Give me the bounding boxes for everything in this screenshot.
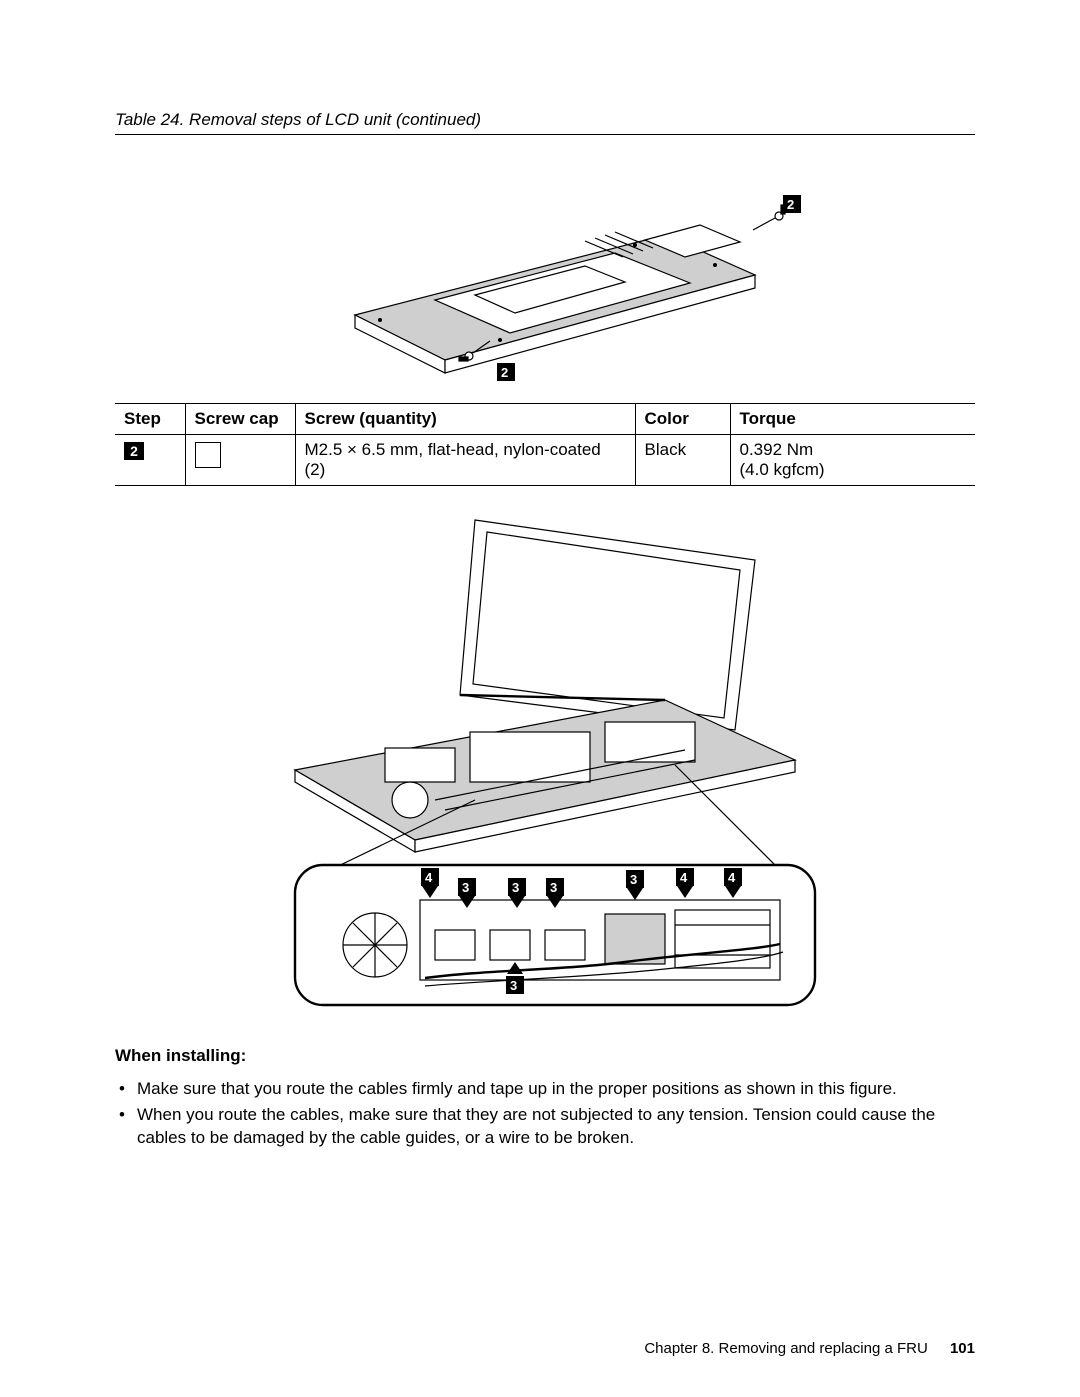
screw-cap-box — [195, 442, 221, 468]
footer-chapter: Chapter 8. Removing and replacing a FRU — [644, 1340, 927, 1357]
svg-text:3: 3 — [462, 880, 469, 895]
svg-text:3: 3 — [510, 978, 517, 993]
svg-text:3: 3 — [512, 880, 519, 895]
svg-text:3: 3 — [630, 872, 637, 887]
step-badge: 2 — [124, 442, 144, 460]
th-step: Step — [115, 404, 185, 435]
when-installing-list: Make sure that you route the cables firm… — [115, 1078, 975, 1149]
screw-table-row: 2 M2.5 × 6.5 mm, flat-head, nylon-coated… — [115, 435, 975, 486]
when-installing-heading: When installing: — [115, 1046, 975, 1066]
svg-text:2: 2 — [787, 197, 794, 212]
figure-2-svg: 4 3 3 3 3 4 4 3 — [235, 500, 855, 1020]
th-cap: Screw cap — [185, 404, 295, 435]
th-qty: Screw (quantity) — [295, 404, 635, 435]
figure-2-callout-6: 4 — [676, 868, 694, 886]
td-qty: M2.5 × 6.5 mm, flat-head, nylon-coated (… — [295, 435, 635, 486]
figure-1: 2 2 — [115, 145, 975, 385]
figure-2: 4 3 3 3 3 4 4 3 — [115, 500, 975, 1020]
svg-text:3: 3 — [550, 880, 557, 895]
figure-2-callout-4: 3 — [546, 878, 564, 896]
screw-table-header-row: Step Screw cap Screw (quantity) Color To… — [115, 404, 975, 435]
figure-1-callout-b: 2 — [497, 363, 515, 381]
figure-2-callout-8: 3 — [506, 976, 524, 994]
caption-rule — [115, 134, 975, 135]
th-torque: Torque — [730, 404, 975, 435]
figure-2-callout-5: 3 — [626, 870, 644, 888]
figure-2-callout-7: 4 — [724, 868, 742, 886]
figure-1-svg: 2 2 — [285, 145, 805, 385]
list-item: Make sure that you route the cables firm… — [115, 1078, 975, 1100]
screw-table: Step Screw cap Screw (quantity) Color To… — [115, 403, 975, 486]
td-step: 2 — [115, 435, 185, 486]
svg-text:2: 2 — [501, 365, 508, 380]
torque-line-2: (4.0 kgfcm) — [740, 460, 825, 479]
svg-text:4: 4 — [680, 870, 688, 885]
svg-text:4: 4 — [728, 870, 736, 885]
td-torque: 0.392 Nm (4.0 kgfcm) — [730, 435, 975, 486]
svg-text:4: 4 — [425, 870, 433, 885]
figure-2-callout-3: 3 — [508, 878, 526, 896]
figure-2-callout-1: 4 — [421, 868, 439, 886]
th-color: Color — [635, 404, 730, 435]
list-item: When you route the cables, make sure tha… — [115, 1104, 975, 1149]
page-footer: Chapter 8. Removing and replacing a FRU … — [644, 1340, 975, 1357]
td-cap — [185, 435, 295, 486]
table-caption: Table 24. Removal steps of LCD unit (con… — [115, 110, 975, 130]
td-color: Black — [635, 435, 730, 486]
figure-2-callout-2: 3 — [458, 878, 476, 896]
figure-1-callout-a: 2 — [783, 195, 801, 213]
torque-line-1: 0.392 Nm — [740, 440, 814, 459]
footer-page-number: 101 — [950, 1340, 975, 1357]
